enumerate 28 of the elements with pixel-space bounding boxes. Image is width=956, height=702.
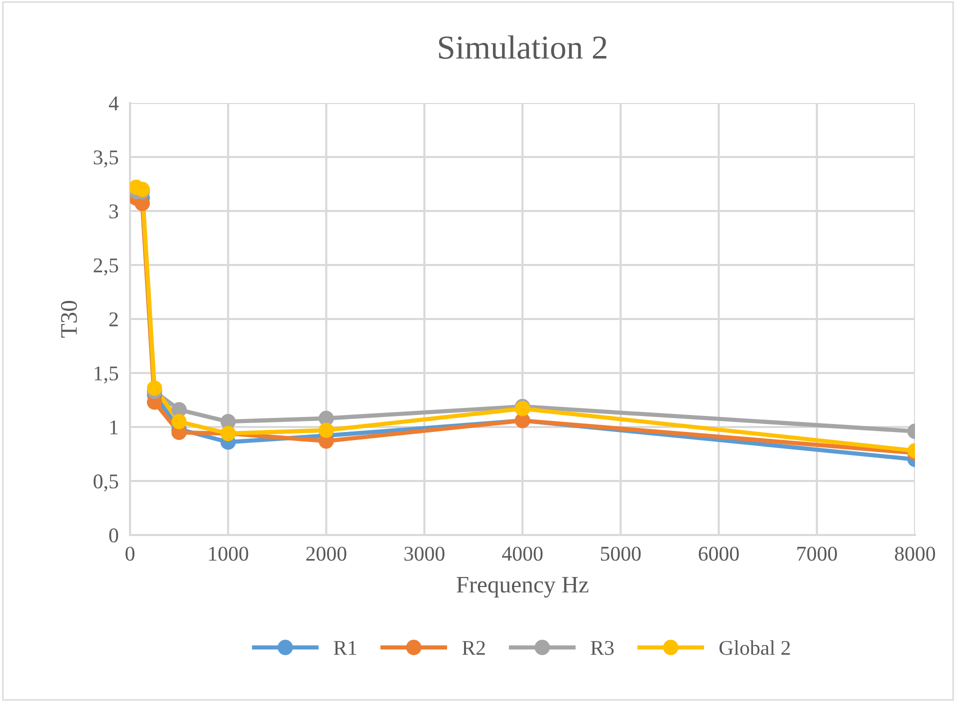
y-tick-label: 1	[110, 420, 118, 434]
legend-label: R3	[590, 640, 614, 655]
x-tick-label: 8000	[894, 546, 936, 561]
legend-label: R1	[334, 640, 356, 655]
point	[146, 380, 162, 396]
y-tick-label: 3,5	[94, 150, 118, 168]
point	[318, 422, 334, 438]
point	[171, 414, 187, 430]
y-tick-label: 2,5	[94, 258, 118, 276]
y-axis-title: T30	[61, 300, 77, 338]
legend-label: R2	[462, 640, 485, 655]
x-tick-label: 6000	[698, 546, 739, 561]
x-tick-label: 3000	[404, 546, 444, 561]
y-tick-label: 3	[109, 204, 118, 218]
chart-title: Simulation 2	[439, 35, 606, 59]
y-tick-label: 2	[109, 312, 118, 326]
legend-label: Global 2	[719, 640, 790, 655]
x-tick-label: 7000	[797, 546, 837, 561]
x-tick-label: 1000	[209, 546, 248, 561]
x-tick-label: 5000	[601, 546, 641, 561]
x-tick-label: 2000	[306, 546, 346, 561]
y-tick-label: 1,5	[94, 366, 118, 384]
x-axis-title: Frequency Hz	[456, 576, 588, 598]
y-tick-label: 0	[109, 528, 118, 542]
x-tick-label: 0	[126, 546, 134, 561]
x-tick-label: 4000	[502, 546, 543, 561]
y-tick-label: 4	[108, 96, 119, 110]
y-tick-label: 0,5	[94, 474, 118, 492]
